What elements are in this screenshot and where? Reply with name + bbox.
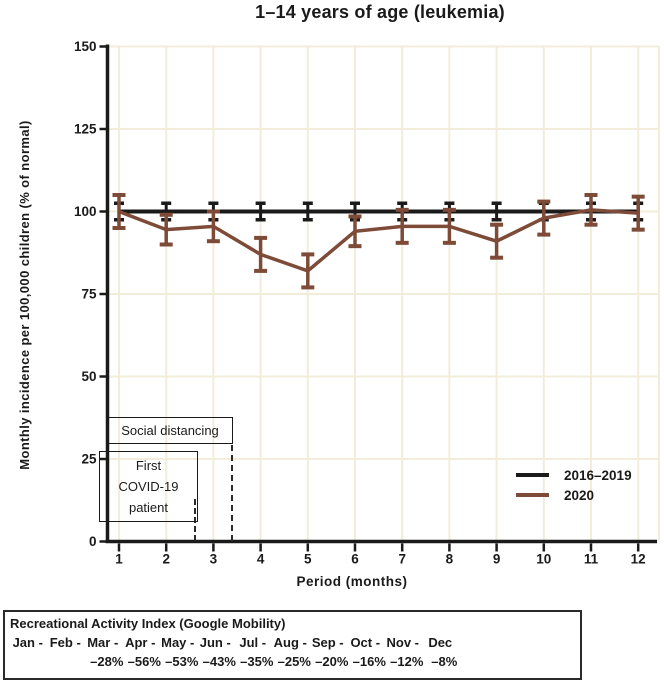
x-tick-label-3: 3: [210, 552, 218, 567]
first-covid-annotation-line1: First: [135, 458, 162, 473]
mobility-months-row: Jan - Feb - Mar - Apr - May - Jun - Jul - Aug -…: [5, 633, 580, 652]
x-axis-label: Period (months): [296, 574, 408, 589]
legend-row-2016-2019: 2016–2019: [516, 465, 632, 485]
mobility-values-row: –28% –56% –53% –43% –35% –25% –20% –16% –12% –8%: [5, 652, 580, 671]
series-line-2020: [118, 208, 639, 273]
y-tick-label-100: 100: [74, 204, 97, 219]
mobility-month-dec: Dec: [428, 635, 453, 650]
first-covid-annotation-line2: COVID-19: [118, 479, 179, 494]
first-covid-annotation-line3: patient: [128, 500, 169, 515]
mobility-month-feb: Feb -: [49, 635, 81, 650]
x-tick-label-8: 8: [446, 552, 454, 567]
x-tick-label-6: 6: [351, 552, 359, 567]
legend: 2016–2019 2020: [516, 465, 632, 505]
x-tick-label-2: 2: [162, 552, 170, 567]
mobility-box: Recreational Activity Index (Google Mobi…: [3, 610, 582, 680]
mobility-month-may: May -: [161, 635, 195, 650]
y-tick-label-0: 0: [89, 534, 97, 549]
first-covid-dashed-line: [194, 499, 196, 541]
y-tick-label-150: 150: [74, 39, 97, 54]
social-distancing-annotation: Social distancing: [107, 417, 233, 444]
x-tick-label-11: 11: [584, 552, 599, 567]
mobility-value-jun: –43%: [202, 654, 236, 669]
mobility-month-oct: Oct -: [350, 635, 381, 650]
mobility-value-sep: –20%: [315, 654, 349, 669]
legend-row-2020: 2020: [516, 485, 632, 505]
y-axis-label: Monthly incidence per 100,000 children (…: [17, 120, 32, 470]
mobility-value-feb: [51, 652, 89, 671]
mobility-month-sep: Sep -: [311, 635, 344, 650]
legend-label-2020: 2020: [564, 487, 595, 503]
x-tick-label-1: 1: [115, 552, 123, 567]
first-covid-annotation: First COVID-19 patient: [99, 451, 198, 522]
mobility-month-mar: Mar -: [87, 635, 119, 650]
y-tick-label-125: 125: [74, 122, 97, 137]
x-tick-label-5: 5: [304, 552, 312, 567]
mobility-value-nov: –12%: [390, 654, 424, 669]
x-tick-label-9: 9: [493, 552, 501, 567]
y-tick-label-75: 75: [81, 287, 97, 302]
chart-title: 1–14 years of age (leukemia): [255, 2, 505, 22]
y-tick-label-50: 50: [81, 369, 96, 384]
mobility-value-jan: [13, 652, 51, 671]
mobility-value-may: –53%: [165, 654, 199, 669]
mobility-month-jun: Jun -: [199, 635, 231, 650]
social-distancing-dashed-line: [231, 445, 233, 541]
y-tick-label-25: 25: [81, 452, 97, 467]
mobility-month-aug: Aug -: [273, 635, 307, 650]
mobility-month-jan: Jan -: [12, 635, 43, 650]
legend-label-2016-2019: 2016–2019: [564, 467, 632, 483]
mobility-month-nov: Nov -: [386, 635, 420, 650]
x-tick-label-4: 4: [257, 552, 265, 567]
mobility-value-apr: –56%: [127, 654, 161, 669]
mobility-month-jul: Jul -: [239, 635, 267, 650]
mobility-value-jul: –35%: [240, 654, 274, 669]
x-tick-label-12: 12: [631, 552, 646, 567]
mobility-month-apr: Apr -: [125, 635, 156, 650]
mobility-value-dec: –8%: [431, 654, 458, 669]
mobility-value-oct: –16%: [352, 654, 386, 669]
legend-swatch-2020: [516, 493, 549, 497]
legend-swatch-2016-2019: [516, 473, 549, 477]
x-tick-label-7: 7: [398, 552, 406, 567]
mobility-title: Recreational Activity Index (Google Mobi…: [10, 616, 286, 631]
x-tick-label-10: 10: [536, 552, 551, 567]
mobility-value-mar: –28%: [90, 654, 124, 669]
mobility-value-aug: –25%: [277, 654, 311, 669]
